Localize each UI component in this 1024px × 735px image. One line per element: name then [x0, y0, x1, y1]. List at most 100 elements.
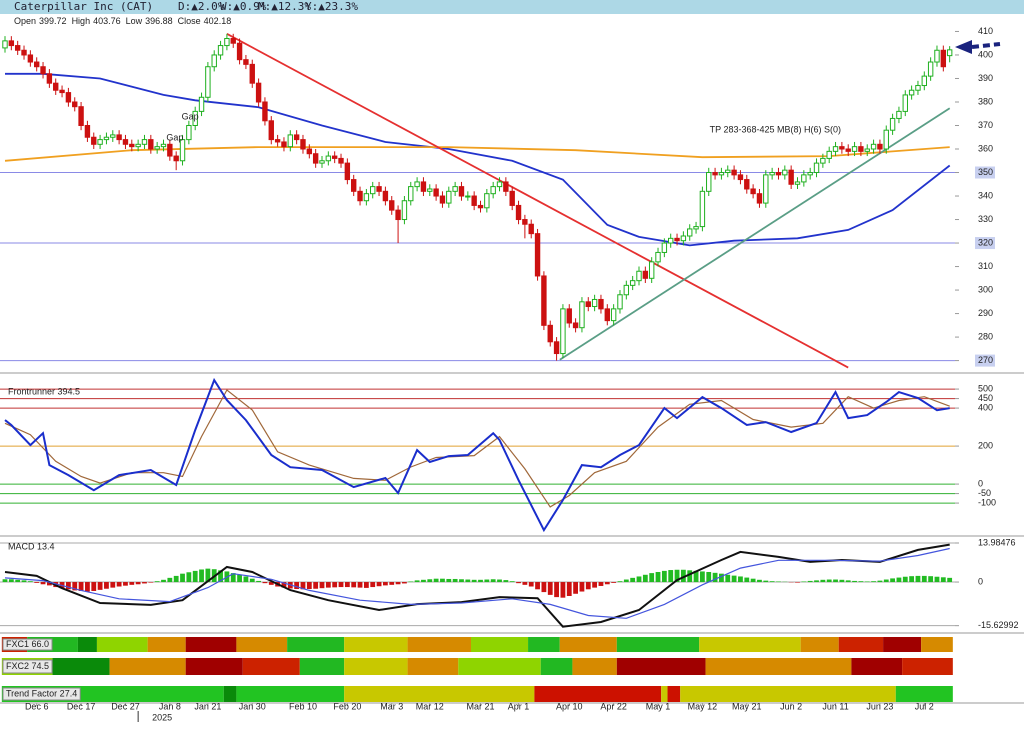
candle-body — [262, 101, 268, 122]
header-title: Caterpillar Inc (CAT) — [14, 0, 153, 13]
histogram-bar — [325, 582, 331, 588]
candle-body — [167, 143, 173, 157]
histogram-bar — [383, 582, 388, 586]
histogram-bar — [598, 582, 604, 586]
histogram-bar — [535, 582, 540, 590]
candle-body — [78, 106, 84, 126]
strip-cell — [851, 658, 903, 675]
histogram-bar — [21, 580, 27, 583]
y-tick-label: 0 — [978, 478, 983, 488]
candle-body — [389, 200, 395, 211]
candle-body — [217, 45, 224, 56]
histogram-bar — [332, 582, 338, 588]
histogram-bar — [725, 574, 731, 583]
arrow-head — [955, 40, 972, 54]
histogram-bar — [934, 576, 940, 583]
candle-body — [731, 169, 737, 176]
strip-cell — [407, 658, 459, 675]
strip-cell — [699, 637, 801, 652]
strip-cell — [902, 658, 953, 675]
x-tick-label: May 12 — [688, 701, 718, 711]
candle-body — [693, 226, 699, 230]
strip-cell — [185, 637, 237, 652]
candle-body — [788, 169, 794, 185]
candle-body — [522, 219, 528, 225]
y-tick-highlight — [975, 354, 995, 367]
candle-body — [528, 223, 534, 235]
strip-cell — [344, 658, 408, 675]
candle-body — [661, 242, 668, 253]
ohlc-label: Open — [14, 16, 36, 26]
candle-body — [636, 270, 642, 282]
histogram-bar — [890, 578, 895, 583]
candle-body — [40, 66, 46, 75]
histogram-bar — [91, 582, 97, 591]
y-tick-label: 370 — [978, 120, 993, 130]
candle-body — [572, 322, 579, 329]
candle-body — [173, 155, 179, 162]
histogram-bar — [167, 577, 173, 583]
histogram-bar — [826, 579, 832, 583]
strip-cell — [661, 686, 668, 702]
candle-body — [236, 42, 243, 61]
candle-body — [287, 134, 294, 148]
histogram-bar — [757, 579, 762, 583]
histogram-bar — [883, 579, 889, 583]
histogram-bar — [541, 582, 547, 593]
candle-body — [858, 146, 864, 152]
histogram-bar — [249, 578, 255, 583]
strip-cell — [242, 658, 300, 675]
candle-body — [503, 181, 509, 192]
histogram-bar — [738, 576, 743, 583]
candle-body — [610, 308, 617, 322]
y-tick-label: -50 — [978, 488, 991, 498]
candle-body — [14, 45, 21, 51]
candle-body — [585, 301, 591, 308]
candle-body — [769, 172, 775, 176]
strip-cell — [223, 686, 237, 702]
series-line — [4, 377, 950, 533]
strip-cell — [52, 658, 110, 675]
candle-body — [471, 195, 477, 206]
candle-body — [706, 172, 712, 192]
candle-body — [509, 190, 515, 206]
y-tick-label: 310 — [978, 261, 993, 271]
strip-cell — [705, 658, 852, 675]
strip-cell — [299, 658, 345, 675]
candle-body — [186, 124, 192, 141]
candle-body — [807, 172, 813, 176]
strip-cell — [680, 686, 896, 702]
candle-body — [921, 75, 927, 87]
y-tick-label: 13.98476 — [978, 537, 1016, 547]
candle-body — [72, 101, 78, 108]
strip-cell — [147, 637, 186, 652]
candle-body — [915, 85, 921, 91]
candle-body — [477, 204, 484, 209]
candle-body — [154, 146, 160, 150]
candle-body — [376, 186, 382, 192]
x-tick-label: Jun 23 — [866, 701, 893, 711]
histogram-bar — [509, 581, 515, 583]
histogram-bar — [554, 582, 559, 598]
histogram-bar — [845, 580, 851, 583]
histogram-bar — [306, 582, 312, 590]
candle-body — [566, 308, 572, 324]
y-tick-label: 400 — [978, 49, 993, 59]
candle-body — [351, 179, 357, 192]
x-tick-label: Jun 11 — [822, 701, 848, 711]
candle-body — [515, 204, 522, 221]
strip-cell — [344, 637, 408, 652]
histogram-bar — [338, 582, 344, 588]
histogram-bar — [8, 579, 14, 583]
histogram-bar — [921, 575, 927, 583]
histogram-bar — [769, 581, 775, 583]
candle-body — [97, 139, 103, 145]
arrow-shaft — [971, 42, 1001, 49]
histogram-bar — [123, 582, 128, 586]
candle-body — [46, 73, 53, 84]
histogram-bar — [446, 578, 452, 583]
candle-body — [382, 190, 389, 202]
y-tick-label: 290 — [978, 308, 993, 318]
